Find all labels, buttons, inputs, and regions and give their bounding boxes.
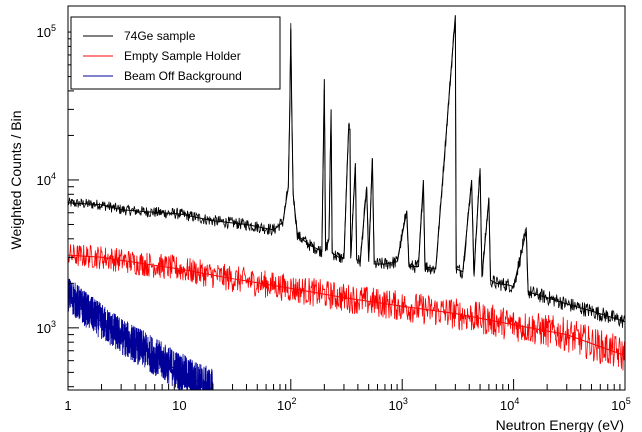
x-axis-title: Neutron Energy (eV) [496,417,624,432]
series-1 [68,244,625,371]
x-tick-label: 1 [64,398,71,413]
x-tick-exponent: 5 [626,396,631,406]
series-0 [68,15,625,328]
x-tick-label: 10 [172,398,186,413]
x-tick-exponent: 4 [514,396,519,406]
legend-box [70,16,281,90]
plot-frame [67,5,626,391]
series-layer [68,15,625,390]
series-trend-1 [68,254,625,356]
legend-label-beam-off: Beam Off Background [124,69,242,83]
legend-label-74ge: 74Ge sample [124,29,196,43]
series-trend-0 [68,15,625,323]
series-line-1 [68,244,625,371]
series-2 [68,278,214,390]
x-tick-exponent: 3 [403,396,408,406]
y-tick-exponent: 4 [51,171,56,181]
series-trend-2 [68,293,214,390]
legend: 74Ge sample Empty Sample Holder Beam Off… [70,16,281,90]
x-tick-exponent: 2 [292,396,297,406]
legend-label-empty-holder: Empty Sample Holder [124,49,241,63]
series-line-2 [68,278,214,390]
y-tick-exponent: 5 [51,23,56,33]
y-tick-exponent: 3 [51,319,56,329]
y-axis-title: Weighted Counts / Bin [8,110,24,249]
